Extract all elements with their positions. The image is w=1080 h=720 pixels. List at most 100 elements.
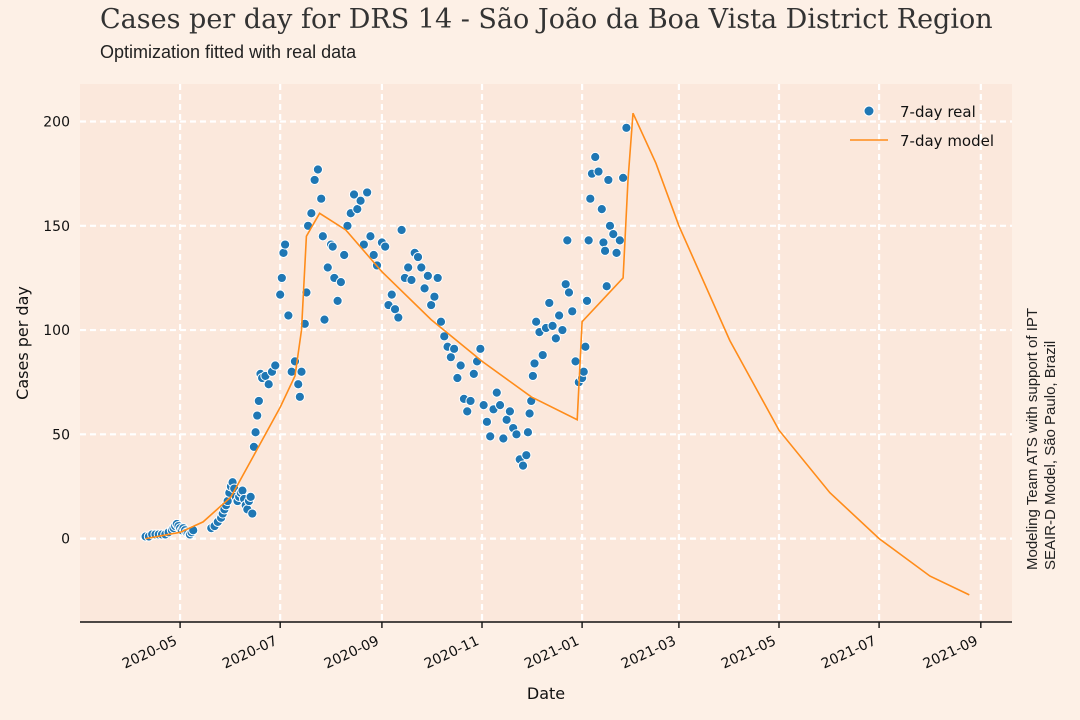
real-data-point (604, 220, 616, 231)
real-data-point (253, 395, 264, 407)
real-data-point (527, 370, 538, 382)
real-data-point (554, 310, 565, 321)
real-data-point (426, 299, 437, 311)
real-data-point (396, 224, 407, 236)
real-data-point (348, 189, 360, 200)
x-axis-label: Date (527, 684, 565, 703)
real-data-point (603, 174, 614, 186)
real-data-point (270, 360, 281, 371)
real-data-point (312, 164, 324, 175)
real-data-point (531, 316, 542, 327)
x-tick-label: 2020-07 (220, 633, 280, 672)
real-data-point (563, 287, 575, 298)
real-data-point (327, 241, 338, 252)
real-data-point (278, 247, 289, 259)
real-data-point (570, 356, 581, 367)
real-data-point (419, 283, 430, 294)
real-data-point (412, 251, 424, 263)
real-data-point (494, 400, 506, 411)
real-data-point (275, 289, 286, 300)
real-data-point (598, 237, 609, 248)
real-data-point (511, 429, 522, 440)
real-data-point (517, 460, 529, 471)
real-data-point (263, 379, 274, 390)
x-tick-label: 2020-09 (322, 633, 382, 672)
real-data-point (481, 416, 493, 427)
y-axis-ticks: 0 50 100 150 200 (43, 115, 70, 548)
real-data-point (465, 395, 476, 407)
real-data-point (468, 368, 479, 379)
x-tick-label: 2021-09 (921, 633, 981, 672)
legend: 7-day real 7-day model (850, 103, 994, 150)
real-data-point (403, 262, 414, 273)
real-data-point (237, 485, 248, 496)
real-data-point (380, 241, 391, 252)
real-data-point (547, 320, 558, 331)
real-data-point (560, 279, 571, 290)
real-data-point (544, 297, 555, 309)
real-data-point (368, 249, 379, 261)
real-data-point (250, 427, 261, 438)
real-data-point (276, 272, 287, 284)
real-data-point (452, 372, 463, 384)
real-data-point (585, 193, 596, 204)
real-data-point (449, 343, 460, 354)
real-data-point (245, 491, 256, 502)
real-data-point (362, 187, 373, 198)
x-tick-label: 2021-07 (819, 633, 879, 672)
real-data-point (335, 277, 346, 288)
real-data-point (439, 331, 450, 342)
real-data-point (557, 324, 568, 336)
real-data-point (445, 352, 456, 363)
real-data-point (521, 450, 532, 461)
real-data-point (455, 360, 466, 371)
real-data-point (306, 208, 317, 219)
real-data-point (386, 289, 397, 300)
legend-real-marker (863, 105, 875, 117)
real-data-point (352, 204, 363, 215)
real-data-point (529, 358, 540, 369)
chart-subtitle: Optimization fitted with real data (100, 42, 357, 62)
real-data-point (429, 291, 440, 302)
x-tick-label: 2020-11 (422, 633, 482, 672)
real-data-point (550, 333, 561, 344)
model-series-line (145, 112, 970, 596)
real-data-point (593, 166, 604, 177)
real-data-point (618, 172, 629, 183)
real-data-point (498, 433, 509, 444)
real-data-point (355, 195, 366, 206)
real-data-point (252, 410, 263, 421)
y-tick-label: 100 (43, 323, 70, 339)
real-data-point (485, 431, 496, 442)
real-data-point (621, 122, 632, 133)
real-data-point (524, 408, 535, 419)
legend-model-label: 7-day model (900, 132, 994, 150)
real-data-point (422, 270, 433, 281)
real-data-point (611, 247, 622, 259)
x-tick-label: 2021-01 (522, 633, 582, 672)
y-tick-label: 150 (43, 219, 70, 235)
real-data-point (601, 281, 612, 292)
x-axis-ticks: 2020-05 2020-07 2020-09 2020-11 2021-01 2021-… (120, 622, 982, 672)
real-data-point (389, 304, 401, 315)
x-tick-label: 2021-03 (619, 633, 679, 672)
real-data-point (580, 341, 591, 352)
real-data-point (317, 231, 328, 242)
real-data-point (416, 262, 427, 273)
real-data-point (614, 235, 625, 246)
real-data-point (309, 174, 320, 186)
real-data-point (322, 262, 333, 273)
real-data-point (432, 272, 443, 284)
real-data-point (537, 349, 548, 361)
real-data-point (590, 151, 601, 163)
real-data-point (296, 366, 307, 377)
real-data-point (280, 239, 291, 250)
real-data-point (435, 316, 447, 327)
real-data-point (339, 249, 350, 261)
real-data-point (293, 379, 304, 390)
real-data-point (599, 245, 611, 256)
real-data-point (501, 414, 512, 425)
real-data-point (332, 295, 343, 306)
y-tick-label: 50 (52, 427, 70, 443)
